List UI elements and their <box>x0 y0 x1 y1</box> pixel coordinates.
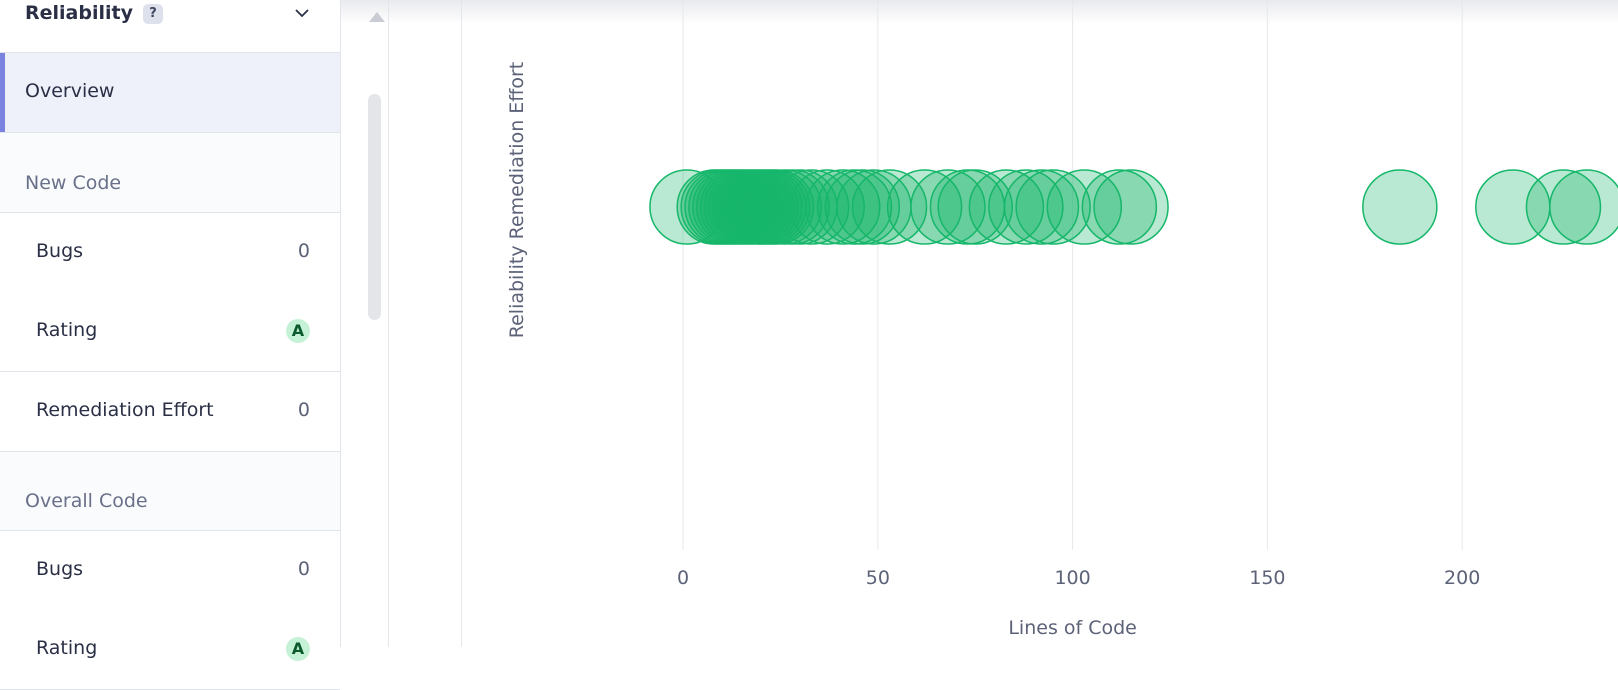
bubble-point[interactable] <box>824 169 900 245</box>
bubble-point[interactable] <box>1015 169 1091 245</box>
remediation-effort-value: 0 <box>297 399 310 421</box>
x-tick-label: 0 <box>677 567 689 589</box>
y-axis-title: Reliability Remediation Effort <box>506 62 528 339</box>
bubble-point[interactable] <box>1081 169 1158 245</box>
bubble-point[interactable] <box>816 169 893 245</box>
header-shadow <box>340 0 1618 24</box>
bubble-point[interactable] <box>789 169 865 245</box>
bubble-point[interactable] <box>1046 169 1123 245</box>
chevron-down-icon[interactable] <box>293 4 311 22</box>
bubble-point[interactable] <box>910 169 986 245</box>
divider <box>388 0 389 647</box>
bubble-point[interactable] <box>1093 169 1169 245</box>
bugs-count: 0 <box>297 558 310 580</box>
rating-badge: A <box>286 637 310 661</box>
sidebar-item-overall-rating[interactable]: Rating A <box>0 610 340 690</box>
bubble-chart: 0 50 100 150 200 Lines of Code Reliability R… <box>506 0 1618 639</box>
bugs-count: 0 <box>297 240 310 262</box>
bubble-point[interactable] <box>1003 169 1080 245</box>
sidebar-item-label: Bugs <box>36 240 84 262</box>
sidebar-item-overall-bugs[interactable]: Bugs 0 <box>0 530 340 611</box>
sidebar-item-new-rating[interactable]: Rating A <box>0 292 340 372</box>
x-tick-label: 200 <box>1444 567 1480 589</box>
bubble-point[interactable] <box>968 169 1045 245</box>
bubble-point[interactable] <box>1525 169 1602 245</box>
bubble-point[interactable] <box>746 169 823 245</box>
bubble-point[interactable] <box>1549 169 1618 245</box>
x-tick-label: 100 <box>1054 567 1090 589</box>
bubble-point[interactable] <box>851 169 928 245</box>
x-tick-label: 150 <box>1249 567 1285 589</box>
bubble-point[interactable] <box>988 169 1064 245</box>
bubble-point[interactable] <box>1362 169 1438 245</box>
sidebar-item-overview[interactable]: Overview <box>0 53 340 133</box>
section-heading-new-code: New Code <box>25 172 122 194</box>
section-heading-overall-code: Overall Code <box>25 490 148 512</box>
sidebar-item-label: Overview <box>25 80 115 102</box>
divider <box>461 0 462 647</box>
x-tick-label: 50 <box>866 567 890 589</box>
scroll-thumb[interactable] <box>368 94 381 320</box>
sidebar-item-new-remediation-effort[interactable]: Remediation Effort 0 <box>0 372 340 452</box>
sidebar-item-label: Rating <box>36 319 98 341</box>
rating-badge: A <box>286 319 310 343</box>
sidebar-title: Reliability <box>25 2 133 24</box>
question-icon[interactable]: ? <box>143 4 163 24</box>
chart-area: 0 50 100 150 200 Lines of Code Reliability R… <box>461 0 1618 647</box>
scroll-up-icon[interactable] <box>369 12 385 22</box>
scrollbar[interactable] <box>357 0 385 647</box>
sidebar-item-label: Rating <box>36 637 98 659</box>
bubble-point[interactable] <box>805 169 881 245</box>
sidebar-item-label: Bugs <box>36 558 84 580</box>
sidebar-item-new-bugs[interactable]: Bugs 0 <box>0 212 340 293</box>
sidebar-item-label: Remediation Effort <box>36 399 214 421</box>
x-axis-title: Lines of Code <box>1008 617 1137 639</box>
sidebar-header[interactable]: Reliability ? <box>0 0 340 53</box>
sidebar: Reliability ? Overview New Code Bugs 0 R… <box>0 0 341 690</box>
